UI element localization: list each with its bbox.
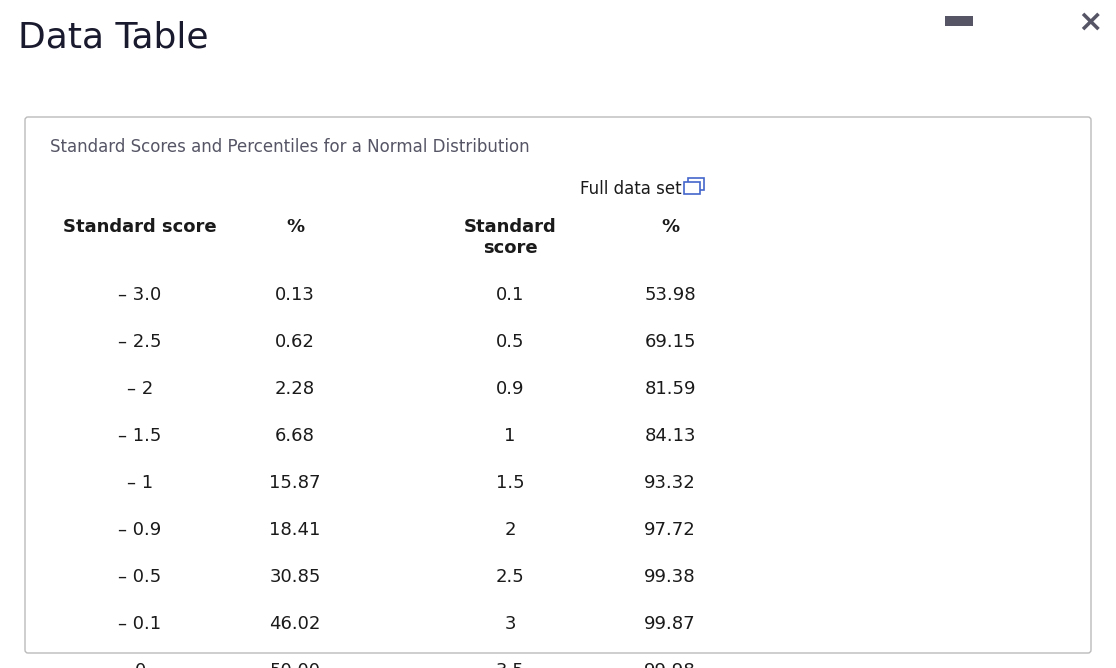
Text: 6.68: 6.68: [275, 427, 315, 445]
Text: – 0.9: – 0.9: [118, 521, 162, 539]
Text: 0.9: 0.9: [496, 380, 525, 398]
Text: %: %: [661, 218, 679, 236]
Text: Standard Scores and Percentiles for a Normal Distribution: Standard Scores and Percentiles for a No…: [50, 138, 530, 156]
Text: 69.15: 69.15: [644, 333, 695, 351]
Text: 50.00: 50.00: [269, 662, 320, 668]
Text: – 2: – 2: [127, 380, 153, 398]
Text: 2: 2: [504, 521, 516, 539]
Text: %: %: [286, 218, 304, 236]
Text: 3.5: 3.5: [496, 662, 525, 668]
Text: – 1: – 1: [127, 474, 153, 492]
Text: – 2.5: – 2.5: [118, 333, 162, 351]
Text: 1: 1: [504, 427, 516, 445]
Text: ×: ×: [1077, 8, 1103, 37]
Text: 81.59: 81.59: [644, 380, 695, 398]
Text: 99.87: 99.87: [644, 615, 695, 633]
Bar: [687, 178, 704, 190]
Text: 93.32: 93.32: [644, 474, 696, 492]
Text: 0.5: 0.5: [496, 333, 525, 351]
Text: 15.87: 15.87: [269, 474, 320, 492]
Text: 84.13: 84.13: [644, 427, 695, 445]
Text: 0.1: 0.1: [496, 286, 525, 304]
Text: 1.5: 1.5: [496, 474, 525, 492]
Text: 30.85: 30.85: [269, 568, 320, 586]
Bar: [945, 16, 973, 26]
Text: – 3.0: – 3.0: [118, 286, 162, 304]
Text: 97.72: 97.72: [644, 521, 696, 539]
Text: 53.98: 53.98: [644, 286, 695, 304]
Text: 2.28: 2.28: [275, 380, 315, 398]
Text: 0.13: 0.13: [275, 286, 315, 304]
Text: Data Table: Data Table: [18, 20, 209, 54]
Text: Standard score: Standard score: [64, 218, 217, 236]
Text: 0: 0: [134, 662, 145, 668]
Text: – 1.5: – 1.5: [118, 427, 162, 445]
Text: 3: 3: [504, 615, 516, 633]
FancyBboxPatch shape: [25, 117, 1091, 653]
Bar: [684, 182, 700, 194]
Text: 99.98: 99.98: [644, 662, 695, 668]
Text: 99.38: 99.38: [644, 568, 695, 586]
Text: 0.62: 0.62: [275, 333, 315, 351]
Text: 18.41: 18.41: [269, 521, 320, 539]
Text: 2.5: 2.5: [496, 568, 525, 586]
Text: Standard
score: Standard score: [463, 218, 557, 257]
Text: – 0.1: – 0.1: [118, 615, 162, 633]
Text: Full data set: Full data set: [580, 180, 682, 198]
Text: – 0.5: – 0.5: [118, 568, 162, 586]
Text: 46.02: 46.02: [269, 615, 320, 633]
